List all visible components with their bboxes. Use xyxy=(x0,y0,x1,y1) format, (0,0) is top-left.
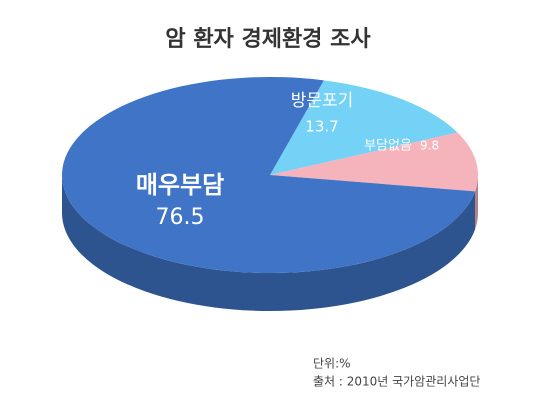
slice xyxy=(270,80,458,175)
slice xyxy=(62,77,476,274)
value-label: 76.5 xyxy=(156,205,205,230)
slice-label: 부담없음 xyxy=(364,139,412,154)
unit-note: 단위:% xyxy=(313,357,351,371)
slice-label: 매우부담 xyxy=(136,171,224,199)
slice-label: 방문포기 xyxy=(291,91,354,111)
source-note: 출처 : 2010년 국가암관리사업단 xyxy=(313,375,480,389)
slice xyxy=(270,132,478,192)
slice-side xyxy=(475,175,479,230)
chart-title: 암 환자 경제환경 조사 xyxy=(165,27,371,52)
value-label: 9.8 xyxy=(420,139,439,153)
slice-side xyxy=(62,175,476,312)
value-label: 13.7 xyxy=(305,118,338,136)
